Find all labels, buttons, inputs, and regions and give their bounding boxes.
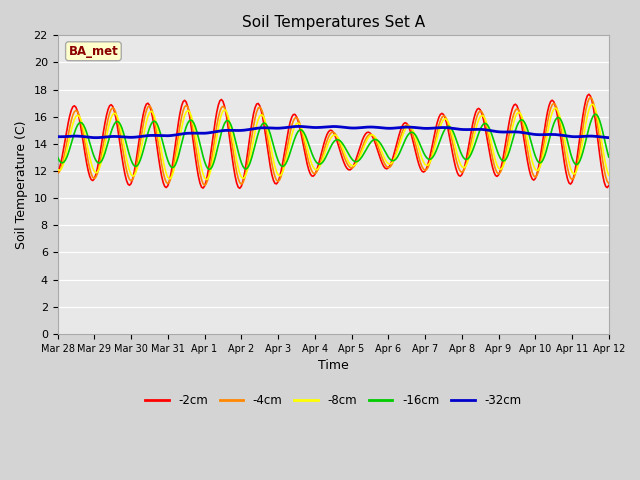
-2cm: [539, 137, 547, 143]
Legend: -2cm, -4cm, -8cm, -16cm, -32cm: -2cm, -4cm, -8cm, -16cm, -32cm: [140, 389, 526, 411]
-4cm: [201, 182, 209, 188]
-16cm: [369, 137, 377, 143]
-32cm: [401, 124, 409, 130]
-32cm: [294, 123, 302, 129]
-8cm: [54, 166, 61, 172]
Line: -32cm: -32cm: [58, 126, 609, 138]
Line: -4cm: -4cm: [58, 97, 609, 185]
-8cm: [605, 172, 612, 178]
-16cm: [54, 154, 61, 160]
Title: Soil Temperatures Set A: Soil Temperatures Set A: [242, 15, 425, 30]
-16cm: [156, 130, 164, 135]
-2cm: [388, 159, 396, 165]
X-axis label: Time: Time: [318, 359, 349, 372]
-4cm: [69, 112, 77, 118]
Text: BA_met: BA_met: [68, 45, 118, 58]
-4cm: [54, 170, 61, 176]
-16cm: [539, 157, 547, 163]
-2cm: [54, 170, 61, 176]
-32cm: [541, 132, 548, 137]
-8cm: [388, 160, 396, 166]
-4cm: [388, 163, 396, 168]
Line: -16cm: -16cm: [58, 114, 609, 169]
-16cm: [205, 167, 213, 172]
-8cm: [539, 154, 547, 159]
-2cm: [156, 165, 164, 171]
-32cm: [389, 125, 397, 131]
-2cm: [585, 91, 593, 97]
-8cm: [69, 121, 77, 127]
-8cm: [202, 177, 210, 182]
-4cm: [587, 95, 595, 100]
-2cm: [69, 104, 77, 109]
-4cm: [400, 126, 408, 132]
-8cm: [156, 141, 164, 146]
-32cm: [371, 124, 378, 130]
-8cm: [369, 132, 377, 138]
-16cm: [400, 141, 408, 146]
-2cm: [400, 121, 408, 127]
-4cm: [369, 133, 377, 139]
-8cm: [400, 130, 408, 136]
Line: -8cm: -8cm: [58, 104, 609, 180]
-16cm: [388, 157, 396, 163]
-4cm: [539, 146, 547, 152]
-16cm: [591, 111, 599, 117]
-8cm: [588, 101, 596, 107]
Line: -2cm: -2cm: [58, 94, 609, 188]
-32cm: [92, 135, 100, 141]
-16cm: [69, 135, 77, 141]
-32cm: [605, 135, 612, 141]
-32cm: [158, 133, 166, 139]
-16cm: [605, 154, 612, 160]
-4cm: [156, 152, 164, 158]
-2cm: [605, 183, 612, 189]
-2cm: [236, 185, 244, 191]
Y-axis label: Soil Temperature (C): Soil Temperature (C): [15, 120, 28, 249]
-4cm: [605, 180, 612, 186]
-32cm: [54, 134, 61, 140]
-2cm: [369, 135, 377, 141]
-32cm: [69, 133, 77, 139]
